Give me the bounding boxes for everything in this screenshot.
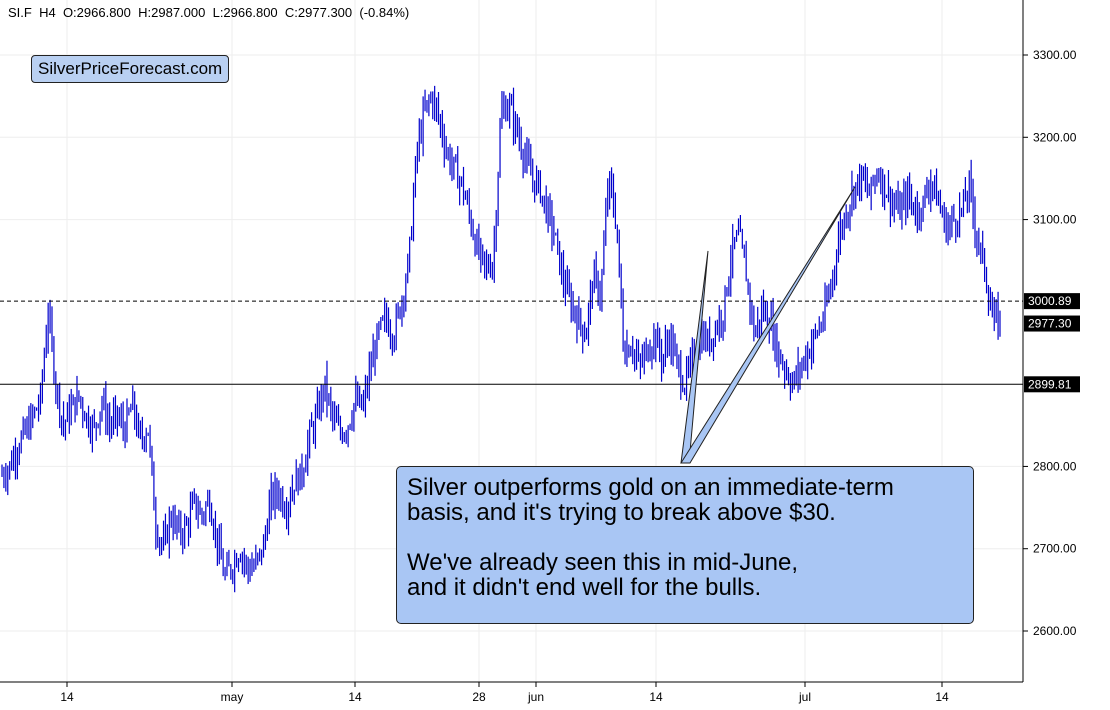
x-tick-label: 14 [935, 690, 949, 704]
high-value: H:2987.000 [138, 5, 206, 20]
y-tick-label: 3300.00 [1033, 48, 1077, 62]
y-tick-label: 2800.00 [1033, 459, 1077, 473]
callout-line-1: Silver outperforms gold on an immediate-… [407, 474, 894, 501]
change-value: (-0.84%) [359, 5, 410, 20]
x-tick-label: 14 [348, 690, 362, 704]
x-tick-label: 14 [60, 690, 74, 704]
level-badge [1024, 376, 1080, 393]
level-badge [1024, 293, 1080, 310]
y-tick-label: 2700.00 [1033, 542, 1077, 556]
x-tick-label: jun [527, 690, 544, 704]
close-value: C:2977.300 [284, 5, 353, 20]
x-tick-label: jul [798, 690, 811, 704]
annotation-callout: Silver outperforms gold on an immediate-… [396, 466, 974, 624]
ohlc-header: SI.F H4 O:2966.800 H:2987.000 L:2966.800… [8, 5, 409, 20]
y-tick-label: 3100.00 [1033, 213, 1077, 227]
low-value: L:2966.800 [212, 5, 278, 20]
y-tick-label: 3200.00 [1033, 130, 1077, 144]
x-tick-label: 28 [472, 690, 486, 704]
x-tick-label: may [221, 690, 244, 704]
y-tick-label: 2600.00 [1033, 624, 1077, 638]
level-badge-label: 3000.89 [1028, 294, 1072, 308]
last-price-label: 2977.30 [1028, 317, 1072, 331]
timeframe-label: H4 [39, 5, 56, 20]
symbol-label: SI.F [8, 5, 32, 20]
callout-pointer-july [680, 186, 856, 464]
open-value: O:2966.800 [62, 5, 131, 20]
last-price-badge [1024, 315, 1080, 332]
callout-line-3: We've already seen this in mid-June, [407, 549, 798, 576]
callout-line-2: basis, and it's trying to break above $3… [407, 499, 836, 526]
callout-line-4: and it didn't end well for the bulls. [407, 574, 762, 601]
level-badge-label: 2899.81 [1028, 377, 1072, 391]
brand-watermark: SilverPriceForecast.com [31, 55, 230, 83]
x-tick-label: 14 [649, 690, 663, 704]
